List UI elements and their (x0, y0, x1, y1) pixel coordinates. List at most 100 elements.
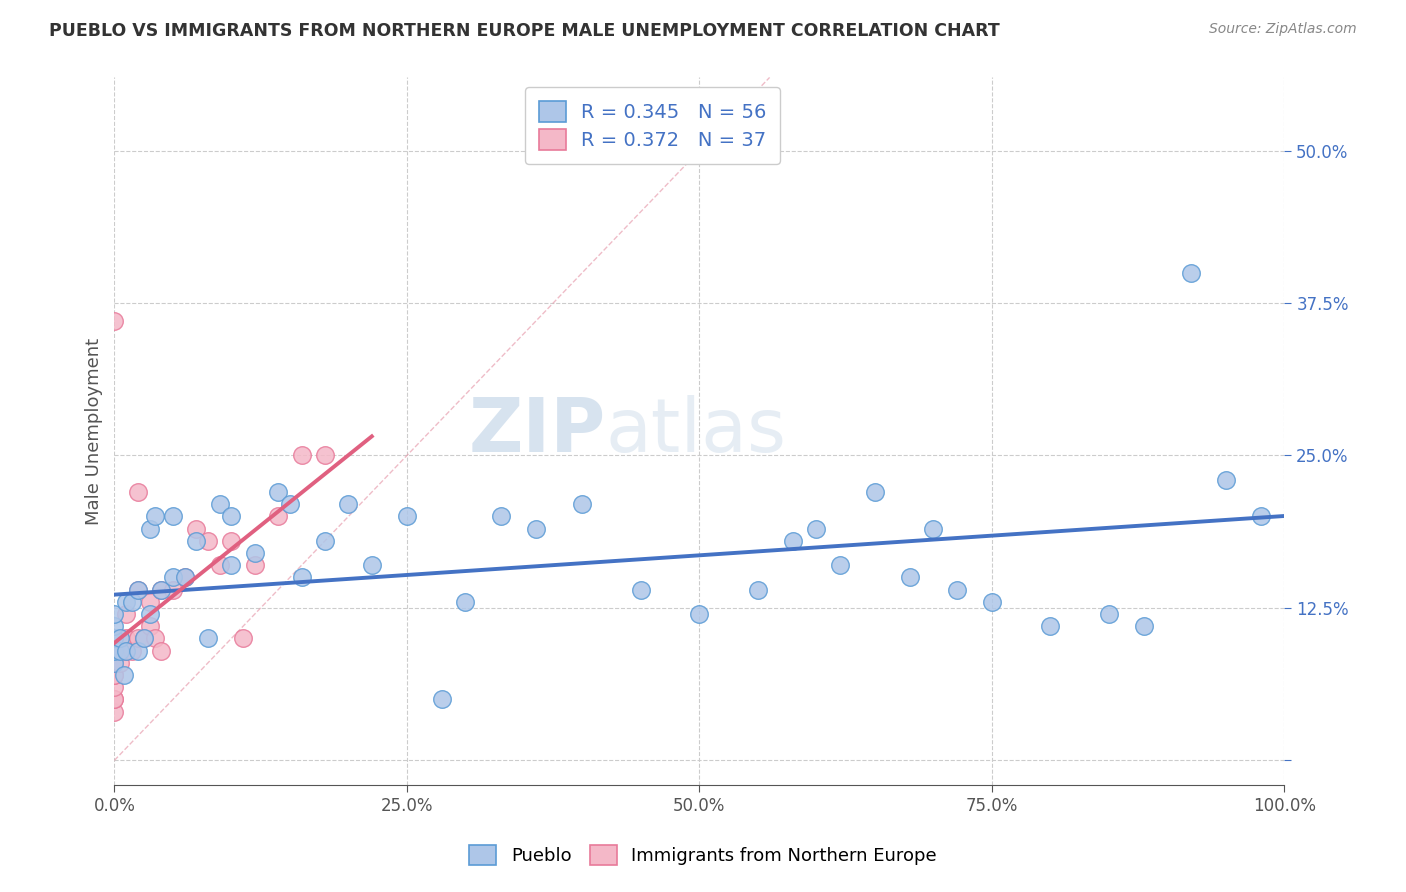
Point (1215, 473, 1237, 487)
Point (173, 570, 195, 584)
Point (127, 632, 149, 646)
Point (173, 570, 195, 584)
Point (132, 632, 155, 646)
Point (103, 680, 125, 694)
Point (115, 643, 138, 657)
Point (103, 692, 125, 706)
Point (898, 570, 921, 584)
Point (337, 497, 360, 511)
Point (115, 607, 138, 621)
Point (314, 449, 336, 463)
Y-axis label: Male Unemployment: Male Unemployment (86, 337, 103, 524)
Point (127, 582, 149, 597)
Point (103, 656, 125, 670)
Point (103, 632, 125, 646)
Point (267, 509, 290, 524)
Point (430, 692, 453, 706)
Point (1039, 619, 1062, 633)
Point (1133, 619, 1156, 633)
Point (314, 533, 336, 548)
Point (828, 558, 851, 573)
Point (103, 643, 125, 657)
Point (630, 582, 652, 597)
Legend: Pueblo, Immigrants from Northern Europe: Pueblo, Immigrants from Northern Europe (460, 836, 946, 874)
Point (121, 643, 143, 657)
Text: ZIP: ZIP (468, 394, 606, 467)
Point (162, 509, 184, 524)
Point (115, 632, 138, 646)
Point (221, 558, 243, 573)
Legend: R = 0.345   N = 56, R = 0.372   N = 37: R = 0.345 N = 56, R = 0.372 N = 37 (524, 87, 780, 163)
Point (103, 643, 125, 657)
Point (132, 632, 155, 646)
Point (103, 705, 125, 719)
Point (863, 485, 886, 500)
Point (197, 533, 219, 548)
Point (127, 485, 149, 500)
Point (243, 558, 266, 573)
Point (110, 632, 132, 646)
Point (782, 533, 804, 548)
Point (138, 522, 160, 536)
Point (103, 607, 125, 621)
Point (115, 643, 138, 657)
Text: Source: ZipAtlas.com: Source: ZipAtlas.com (1209, 22, 1357, 37)
Point (103, 619, 125, 633)
Point (395, 509, 418, 524)
Point (162, 570, 184, 584)
Point (1180, 266, 1202, 280)
Point (243, 546, 266, 560)
Point (150, 582, 173, 597)
Point (267, 485, 290, 500)
Point (360, 558, 382, 573)
Point (688, 607, 710, 621)
Point (197, 632, 219, 646)
Point (806, 522, 828, 536)
Point (162, 582, 184, 597)
Point (571, 497, 593, 511)
Point (103, 314, 125, 328)
Point (1098, 607, 1121, 621)
Point (1250, 509, 1272, 524)
Point (454, 595, 477, 609)
Text: PUEBLO VS IMMIGRANTS FROM NORTHERN EUROPE MALE UNEMPLOYMENT CORRELATION CHART: PUEBLO VS IMMIGRANTS FROM NORTHERN EUROP… (49, 22, 1000, 40)
Point (524, 522, 547, 536)
Point (143, 632, 166, 646)
Point (103, 656, 125, 670)
Point (138, 607, 160, 621)
Point (186, 533, 208, 548)
Point (103, 668, 125, 682)
Point (103, 656, 125, 670)
Point (138, 595, 160, 609)
Point (103, 692, 125, 706)
Point (143, 509, 166, 524)
Point (980, 595, 1002, 609)
Point (291, 570, 314, 584)
Point (291, 449, 314, 463)
Point (208, 497, 231, 511)
Point (922, 522, 945, 536)
Point (112, 668, 135, 682)
Point (103, 643, 125, 657)
Point (150, 643, 173, 657)
Point (221, 533, 243, 548)
Text: atlas: atlas (606, 394, 787, 467)
Point (489, 509, 512, 524)
Point (186, 522, 208, 536)
Point (138, 619, 160, 633)
Point (946, 582, 969, 597)
Point (221, 509, 243, 524)
Point (127, 582, 149, 597)
Point (208, 558, 231, 573)
Point (121, 595, 143, 609)
Point (110, 656, 132, 670)
Point (127, 643, 149, 657)
Point (110, 643, 132, 657)
Point (747, 582, 769, 597)
Point (150, 582, 173, 597)
Point (110, 643, 132, 657)
Point (278, 497, 301, 511)
Point (103, 668, 125, 682)
Point (115, 595, 138, 609)
Point (232, 632, 254, 646)
